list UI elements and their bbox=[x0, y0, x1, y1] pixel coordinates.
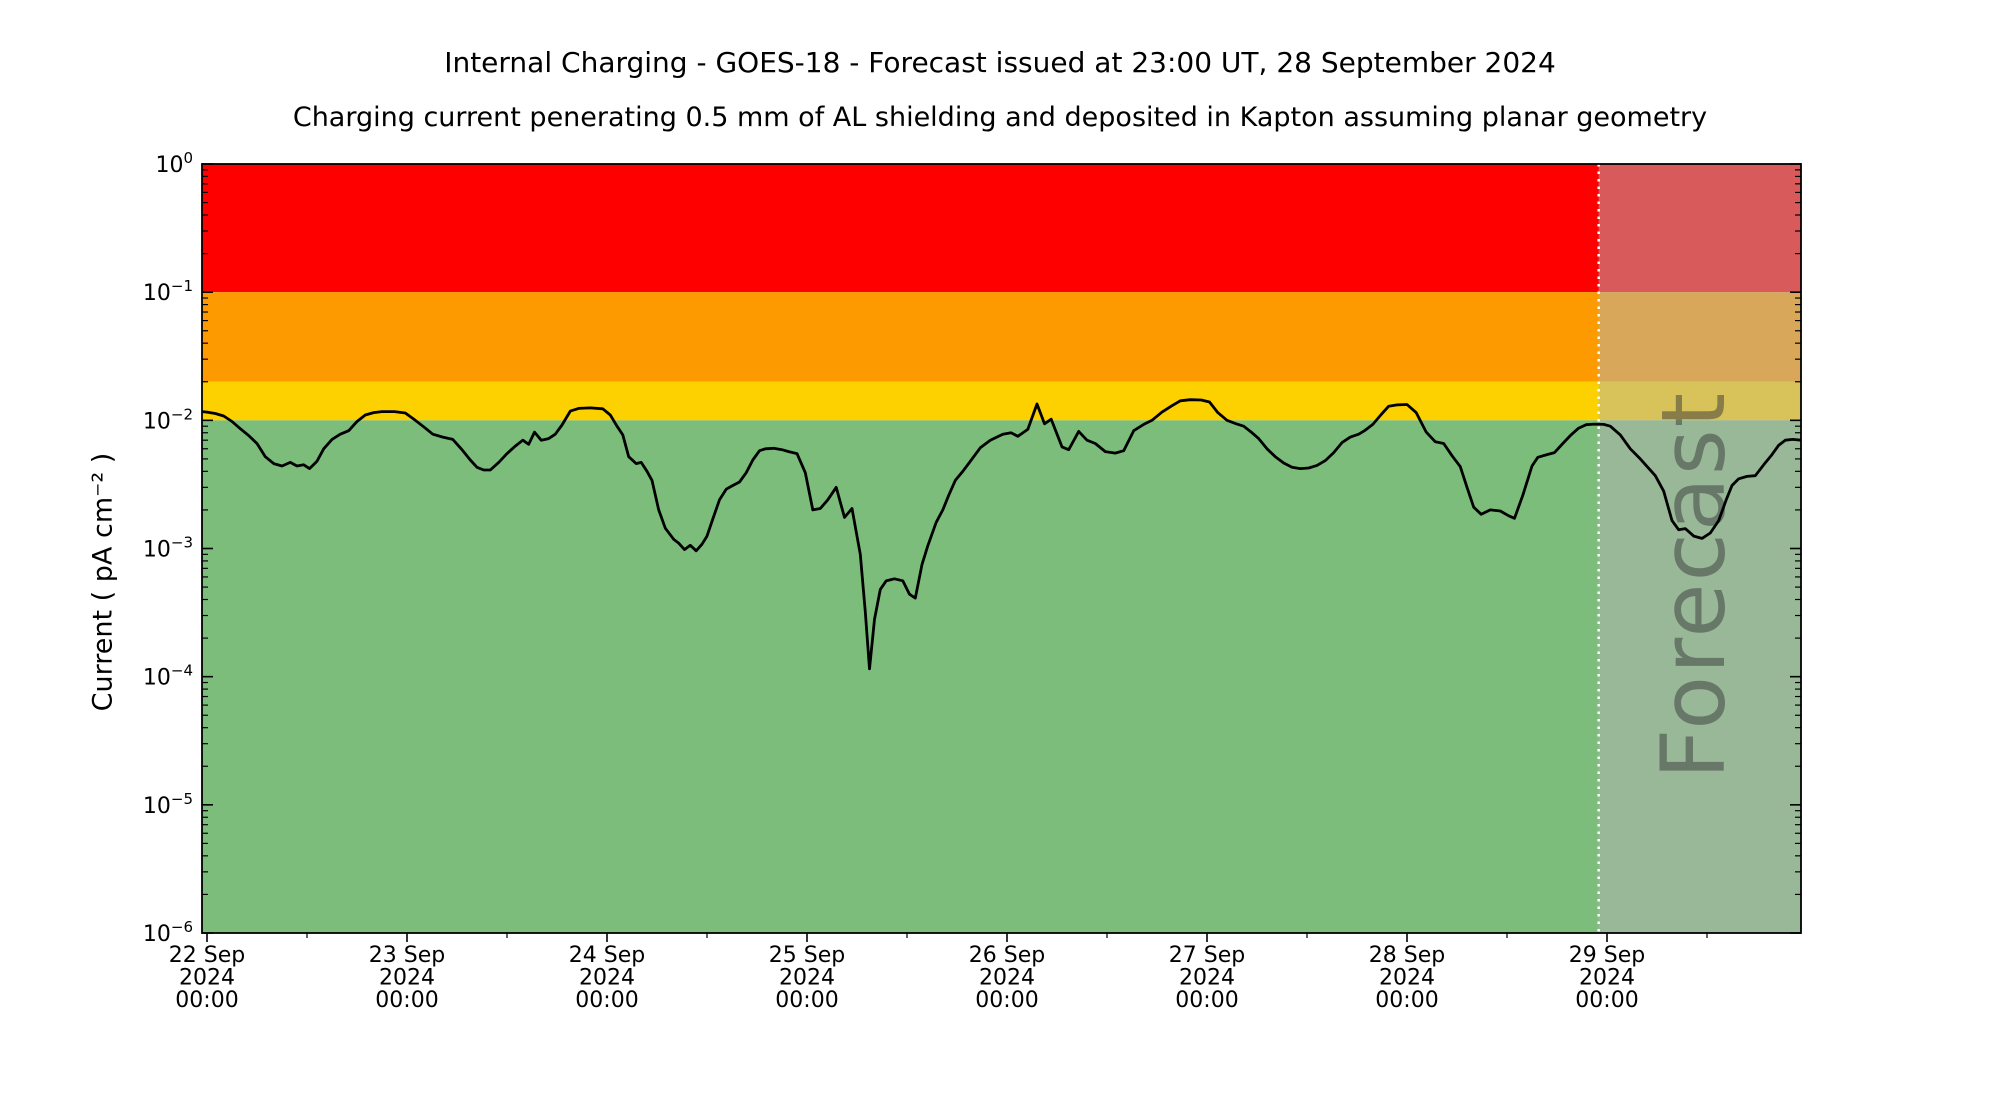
x-tick-label: 28 Sep 2024 00:00 bbox=[1369, 943, 1445, 1013]
threat-band-orange bbox=[202, 292, 1801, 382]
y-tick-label: 10−5 bbox=[143, 790, 193, 819]
y-axis-label: Current ( pA cm⁻² ) bbox=[87, 452, 119, 712]
plot-border bbox=[201, 163, 1802, 934]
y-tick-label: 10−6 bbox=[143, 918, 193, 947]
y-tick-label: 10−2 bbox=[143, 405, 193, 434]
chart-subtitle: Charging current penerating 0.5 mm of AL… bbox=[292, 102, 1708, 133]
x-tick-label: 22 Sep 2024 00:00 bbox=[169, 943, 245, 1013]
forecast-overlay bbox=[1598, 164, 1801, 933]
y-tick-label: 10−4 bbox=[143, 662, 193, 691]
data-line-charging-current bbox=[202, 398, 1801, 671]
y-tick-label: 10−1 bbox=[143, 277, 193, 306]
threat-band-red bbox=[202, 164, 1801, 293]
x-tick-label: 29 Sep 2024 00:00 bbox=[1569, 943, 1645, 1013]
chart-title: Internal Charging - GOES-18 - Forecast i… bbox=[444, 46, 1556, 79]
x-tick-label: 26 Sep 2024 00:00 bbox=[969, 943, 1045, 1013]
threat-band-green bbox=[202, 420, 1801, 933]
y-tick-label: 100 bbox=[155, 149, 193, 178]
threat-band-yellow bbox=[202, 381, 1801, 421]
x-tick-label: 27 Sep 2024 00:00 bbox=[1169, 943, 1245, 1013]
y-tick-label: 10−3 bbox=[143, 534, 193, 563]
x-tick-label: 24 Sep 2024 00:00 bbox=[569, 943, 645, 1013]
forecast-watermark: Forecast bbox=[1642, 391, 1745, 779]
x-tick-label: 23 Sep 2024 00:00 bbox=[369, 943, 445, 1013]
x-tick-label: 25 Sep 2024 00:00 bbox=[769, 943, 845, 1013]
